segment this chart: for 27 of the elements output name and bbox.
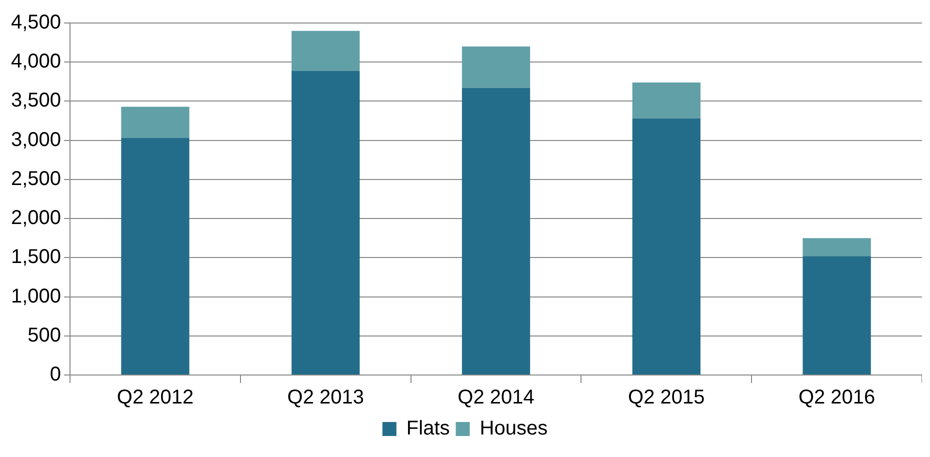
y-tick-label: 1,000 <box>10 285 62 308</box>
x-tick-label: Q2 2013 <box>287 386 364 409</box>
x-tick-label: Q2 2015 <box>628 386 705 409</box>
bar <box>802 238 871 256</box>
y-tick-label: 0 <box>50 364 62 386</box>
bar <box>292 30 360 71</box>
bar <box>802 256 871 374</box>
x-tick-label: Q2 2014 <box>458 386 534 409</box>
bar <box>632 118 700 374</box>
y-tick-label: 3,500 <box>10 90 62 112</box>
bar <box>462 88 530 374</box>
y-tick-label: 500 <box>28 324 62 346</box>
legend-label: Flats <box>406 418 450 440</box>
bar <box>121 138 190 374</box>
y-tick-label: 4,500 <box>10 12 62 34</box>
bar <box>632 82 700 118</box>
bar <box>292 70 360 374</box>
y-tick-label: 3,000 <box>10 128 62 151</box>
legend-label: Houses <box>480 418 548 440</box>
bar <box>462 46 530 88</box>
bar <box>121 106 190 138</box>
y-tick-label: 4,000 <box>10 50 62 73</box>
y-tick-label: 2,500 <box>10 168 62 190</box>
y-tick-label: 2,000 <box>10 207 62 230</box>
y-tick-label: 1,500 <box>10 246 62 268</box>
x-tick-label: Q2 2016 <box>798 386 876 409</box>
x-tick-label: Q2 2012 <box>116 386 194 409</box>
